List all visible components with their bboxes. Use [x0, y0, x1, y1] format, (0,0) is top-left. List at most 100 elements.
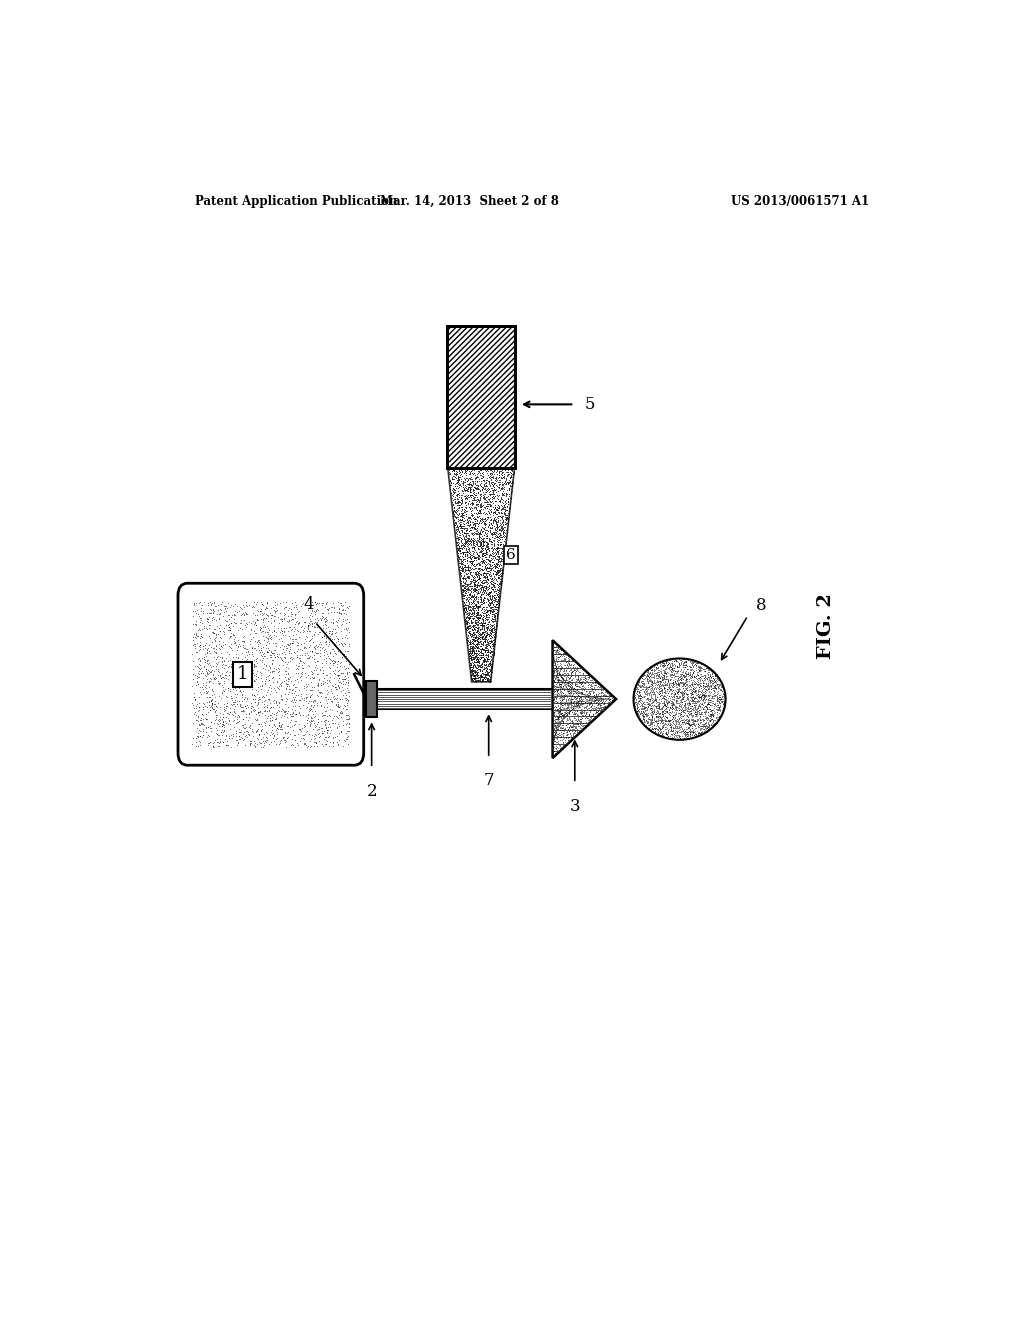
- Point: [476, 498, 493, 519]
- Point: [707, 664, 723, 685]
- Point: [568, 659, 585, 680]
- Point: [466, 549, 482, 570]
- Point: [565, 660, 582, 681]
- Point: [464, 639, 480, 660]
- Point: [268, 632, 285, 653]
- Point: [471, 499, 487, 520]
- Point: [464, 647, 480, 668]
- Point: [649, 705, 666, 726]
- Point: [703, 690, 720, 711]
- Point: [664, 701, 680, 722]
- Point: [454, 528, 470, 549]
- Point: [585, 704, 601, 725]
- Point: [654, 686, 671, 708]
- Point: [273, 718, 290, 739]
- Point: [478, 664, 495, 685]
- Point: [698, 675, 715, 696]
- Point: [454, 492, 470, 513]
- Point: [286, 682, 302, 704]
- Point: [467, 647, 483, 668]
- Point: [486, 486, 503, 507]
- Point: [484, 521, 501, 543]
- Point: [581, 705, 597, 726]
- Point: [673, 653, 689, 675]
- Point: [495, 483, 511, 504]
- Point: [476, 597, 493, 618]
- Point: [501, 463, 517, 484]
- Point: [451, 458, 467, 479]
- Point: [485, 510, 502, 531]
- Point: [262, 612, 279, 634]
- Point: [462, 562, 478, 583]
- Point: [456, 528, 472, 549]
- Point: [445, 478, 462, 499]
- Point: [597, 685, 613, 706]
- Point: [333, 702, 349, 723]
- Point: [449, 531, 465, 552]
- Point: [325, 733, 341, 754]
- Point: [449, 535, 465, 556]
- Point: [587, 689, 603, 710]
- Point: [579, 696, 595, 717]
- Point: [472, 474, 488, 495]
- Point: [292, 622, 308, 643]
- Point: [462, 615, 478, 636]
- Point: [203, 603, 219, 624]
- Point: [462, 640, 478, 661]
- Point: [636, 664, 652, 685]
- Point: [484, 532, 501, 553]
- Point: [472, 591, 488, 612]
- Point: [202, 603, 218, 624]
- Point: [475, 532, 492, 553]
- Point: [281, 616, 297, 638]
- Point: [670, 710, 686, 731]
- Point: [499, 461, 515, 482]
- Point: [692, 686, 709, 708]
- Point: [466, 554, 482, 576]
- Point: [313, 685, 330, 706]
- Point: [637, 697, 653, 718]
- Point: [474, 544, 490, 565]
- Point: [455, 543, 471, 564]
- Point: [492, 519, 508, 540]
- Point: [548, 634, 564, 655]
- Point: [553, 709, 569, 730]
- Point: [453, 552, 469, 573]
- Point: [678, 678, 694, 700]
- Point: [562, 709, 579, 730]
- Point: [490, 477, 507, 498]
- Point: [652, 672, 669, 693]
- Point: [477, 638, 494, 659]
- Point: [659, 653, 676, 675]
- Point: [321, 635, 337, 656]
- Point: [476, 566, 493, 587]
- Point: [207, 705, 223, 726]
- Point: [287, 714, 303, 735]
- Point: [464, 492, 480, 513]
- Point: [464, 517, 480, 539]
- Point: [663, 656, 679, 677]
- Point: [337, 688, 353, 709]
- Point: [651, 660, 668, 681]
- Point: [688, 704, 705, 725]
- Point: [199, 607, 215, 628]
- Point: [446, 479, 463, 500]
- Point: [259, 727, 275, 748]
- Point: [194, 713, 210, 734]
- Point: [478, 557, 495, 578]
- Point: [185, 713, 202, 734]
- Point: [471, 500, 487, 521]
- Point: [685, 689, 701, 710]
- Point: [498, 484, 514, 506]
- Point: [461, 561, 477, 582]
- Point: [253, 601, 269, 622]
- Point: [484, 642, 501, 663]
- Point: [648, 673, 665, 694]
- Point: [489, 529, 506, 550]
- Point: [649, 657, 666, 678]
- Point: [485, 610, 502, 631]
- Point: [667, 651, 683, 672]
- Point: [465, 488, 481, 510]
- Point: [654, 667, 671, 688]
- Point: [646, 704, 663, 725]
